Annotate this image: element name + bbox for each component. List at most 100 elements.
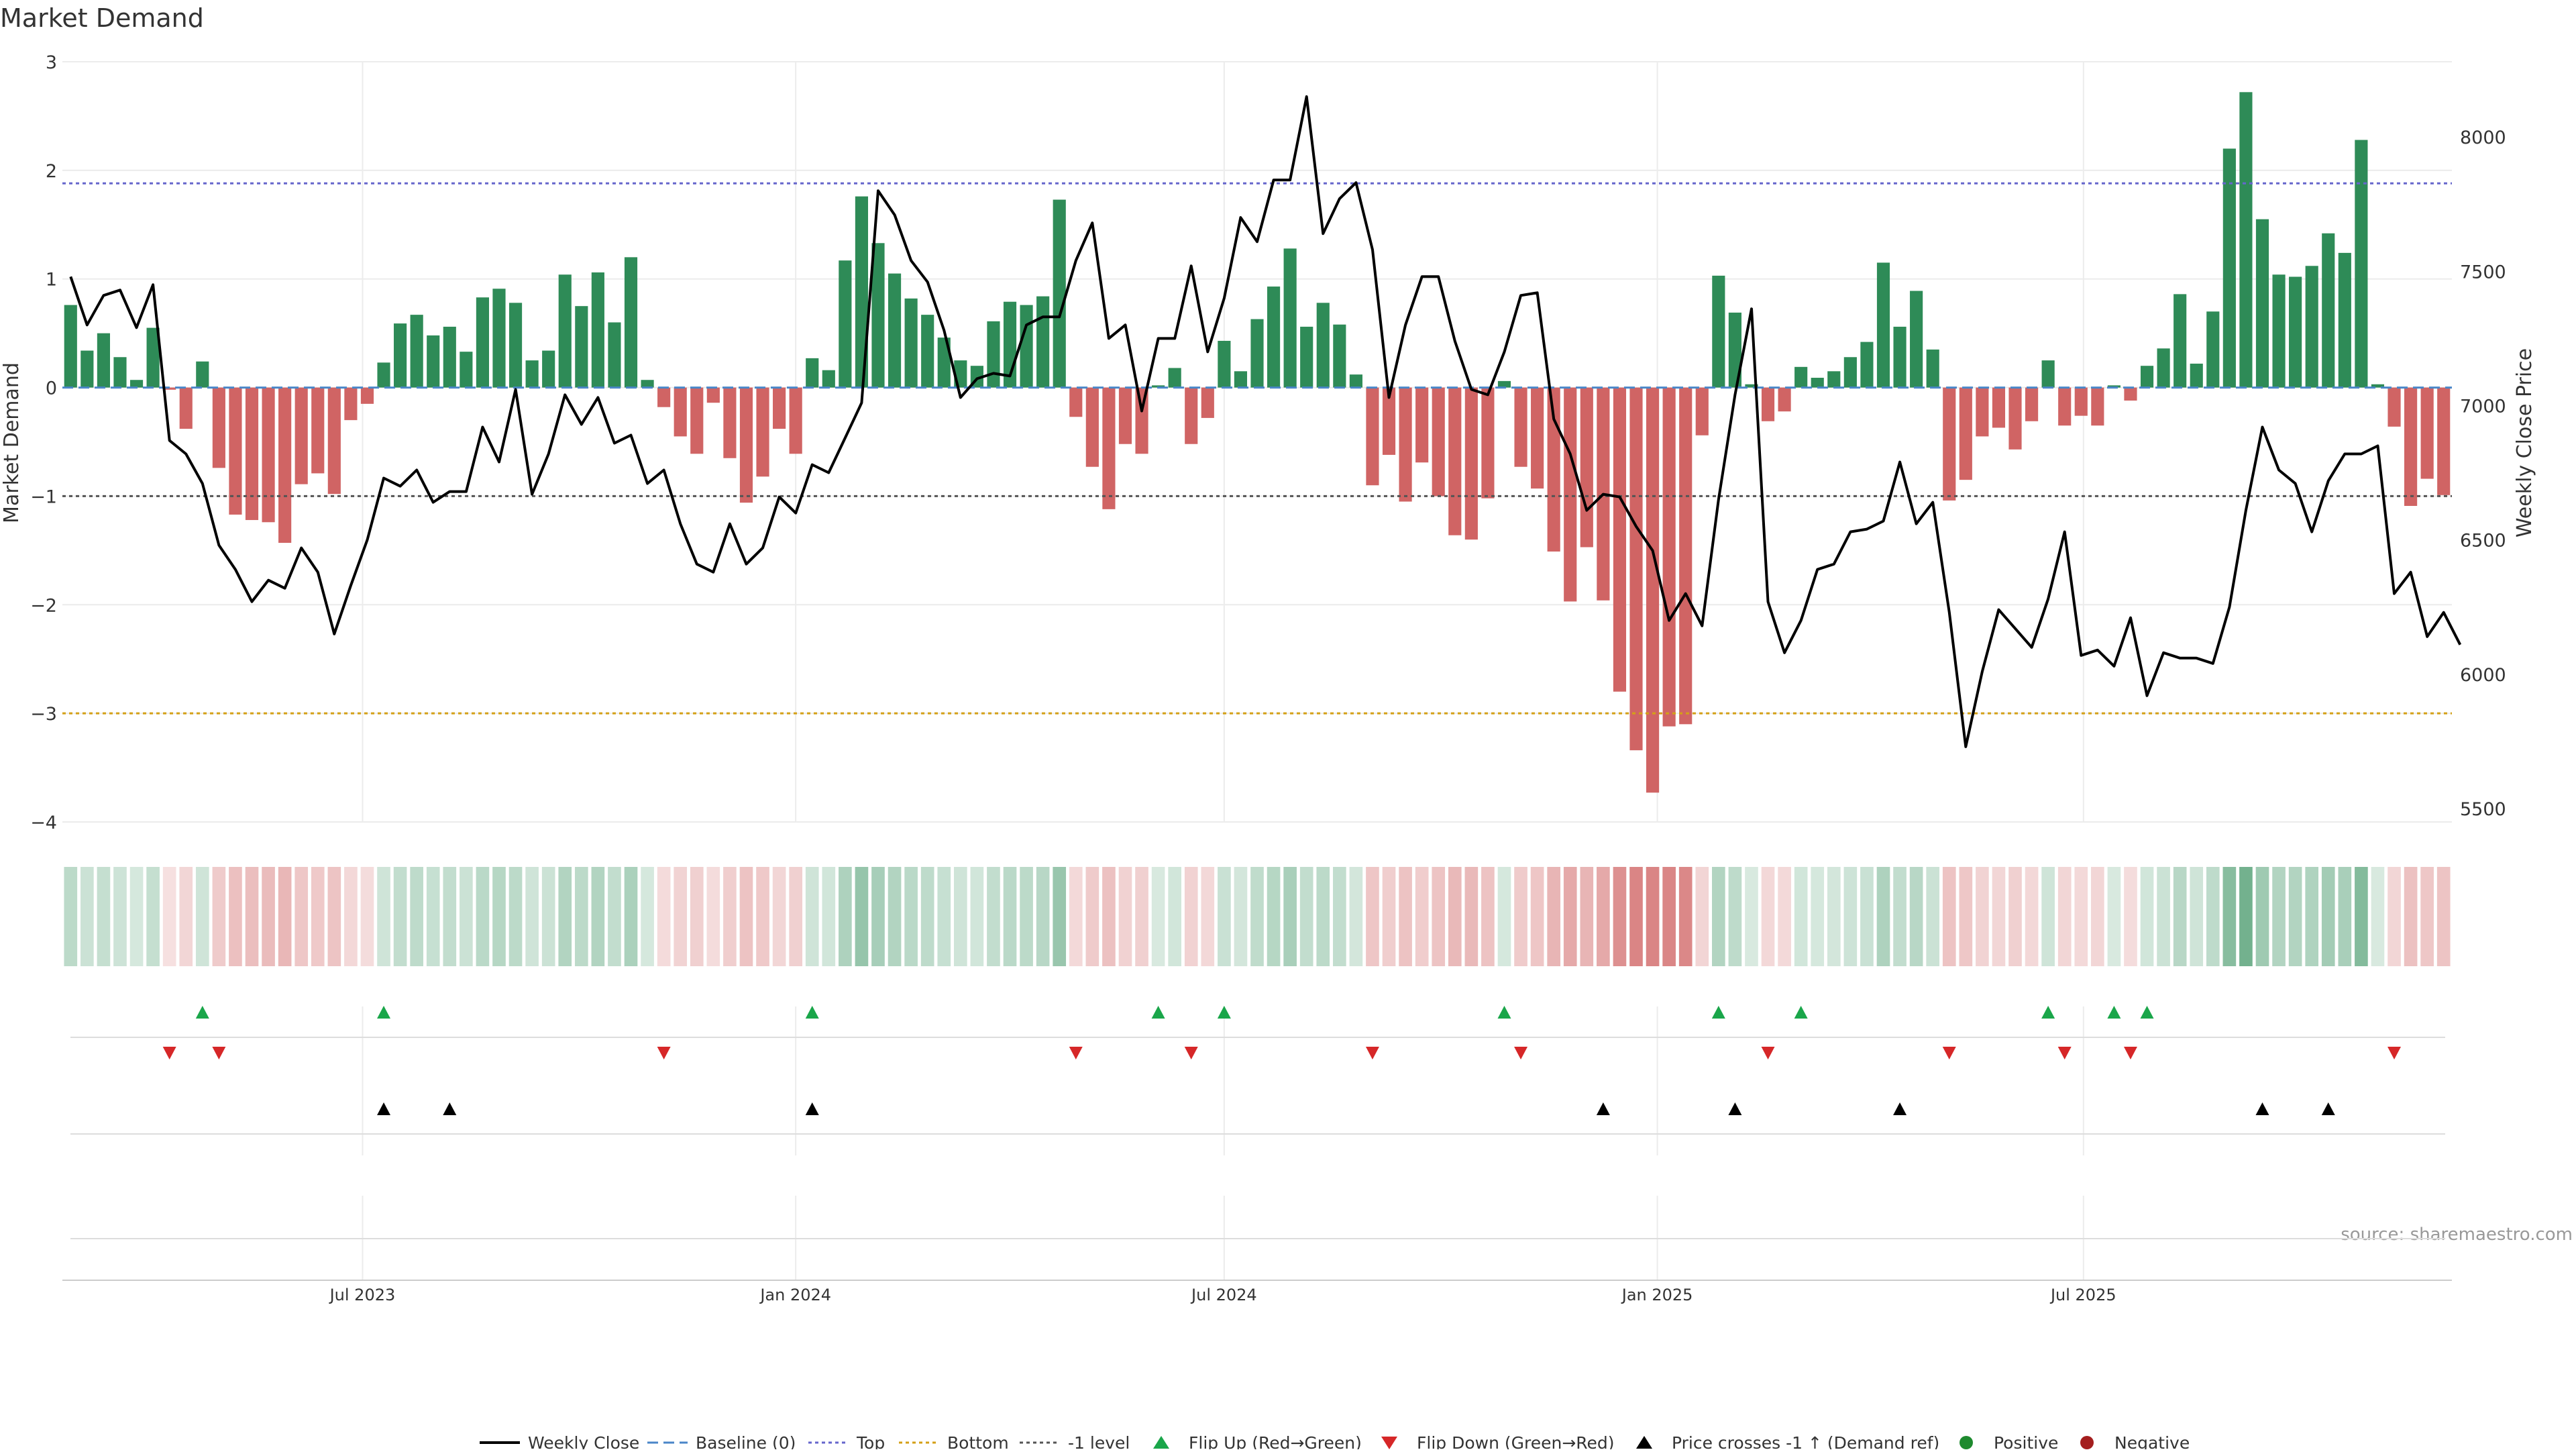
heat-strip-cell [525, 867, 539, 966]
heat-strip-cell [2173, 867, 2187, 966]
x-tick-label: Jul 2024 [1190, 1286, 1257, 1304]
chart-title: Market Demand [0, 3, 204, 33]
heat-strip-cell [1349, 867, 1363, 966]
demand-bar [657, 387, 671, 407]
price-cross-marker [1893, 1102, 1907, 1115]
demand-bar [1464, 387, 1478, 540]
heat-strip-cell [937, 867, 951, 966]
demand-bar [245, 387, 259, 521]
heat-strip-cell [839, 867, 852, 966]
demand-bar [1448, 387, 1462, 535]
x-tick-label: Jan 2025 [1621, 1286, 1693, 1304]
right-tick-label: 6500 [2460, 531, 2506, 552]
heat-strip-cell [1976, 867, 1989, 966]
heat-strip-cell [1712, 867, 1725, 966]
heat-strip-cell [1678, 867, 1693, 966]
demand-bar [377, 362, 390, 388]
demand-bar [1085, 387, 1099, 467]
demand-bar [2255, 219, 2269, 388]
heat-strip-cell [1151, 867, 1165, 966]
left-axis-label: Market Demand [0, 362, 23, 523]
source-label: source: sharemaestro.com [2341, 1225, 2573, 1245]
heat-strip-cell [920, 867, 934, 966]
demand-bar [1300, 326, 1313, 388]
demand-bar [558, 274, 572, 388]
heat-strip-cell [1481, 867, 1495, 966]
demand-bar [542, 350, 555, 388]
demand-bar [410, 315, 423, 388]
flip-down-marker [1514, 1047, 1528, 1059]
demand-bar [2371, 384, 2385, 388]
heat-strip-cell [2255, 867, 2269, 966]
demand-bar [1794, 366, 1808, 388]
demand-bar [1497, 380, 1511, 388]
demand-bar [278, 387, 292, 543]
demand-bar [2387, 387, 2401, 427]
demand-bar [2041, 360, 2055, 388]
demand-bar [1876, 262, 1890, 388]
demand-bar [2305, 266, 2318, 388]
heat-strip-cell [1003, 867, 1017, 966]
heat-strip-cell [2371, 867, 2385, 966]
demand-bar [344, 387, 358, 421]
heat-strip-cell [2272, 867, 2286, 966]
demand-bar [2420, 387, 2434, 479]
demand-bar [2289, 276, 2302, 388]
legend-top-label: Top [856, 1433, 885, 1449]
heat-strip-cell [360, 867, 374, 966]
heat-strip-cell [2091, 867, 2104, 966]
demand-bar [789, 387, 802, 454]
flip-down-marker [2387, 1047, 2402, 1059]
heat-strip-cell [1876, 867, 1890, 966]
demand-bar [624, 257, 638, 388]
demand-bar [113, 357, 127, 388]
demand-bar [360, 387, 374, 404]
demand-bar [229, 387, 242, 515]
demand-bar [1481, 387, 1495, 499]
demand-bar [443, 326, 456, 388]
legend-flip-up-label: Flip Up (Red→Green) [1189, 1433, 1362, 1449]
demand-bar [1399, 387, 1412, 502]
flip-up-marker [805, 1006, 819, 1019]
heat-strip-cell [476, 867, 490, 966]
price-cross-marker [1728, 1102, 1742, 1115]
demand-bar [1218, 340, 1231, 388]
heat-strip-cell [1053, 867, 1067, 966]
heat-strip-cell [888, 867, 902, 966]
heat-strip-cell [657, 867, 671, 966]
flip-up-marker [1794, 1006, 1808, 1019]
flip-up-marker [1151, 1006, 1165, 1019]
demand-bar [2025, 387, 2039, 421]
left-tick-label: −3 [30, 704, 57, 725]
heat-strip-cell [2206, 867, 2220, 966]
demand-bar [508, 303, 523, 388]
demand-bar [2239, 92, 2253, 388]
heat-strip-cell [608, 867, 621, 966]
demand-bar [1267, 287, 1281, 388]
demand-bar [756, 387, 769, 477]
left-tick-label: 2 [46, 161, 57, 182]
demand-bar [608, 322, 621, 388]
demand-bar [904, 298, 918, 388]
demand-bar [674, 387, 687, 437]
demand-bar [2058, 387, 2072, 426]
heat-strip-cell [1778, 867, 1791, 966]
heat-strip-cell [706, 867, 720, 966]
heat-strip-cell [146, 867, 160, 966]
demand-bar [163, 387, 176, 390]
heat-strip-cell [1102, 867, 1116, 966]
heat-strip-cell [2057, 867, 2072, 966]
heat-strip-cell [492, 867, 506, 966]
heat-strip-cell [2157, 867, 2170, 966]
demand-heat-strip [64, 867, 2451, 966]
demand-bar [1860, 342, 1874, 388]
demand-bar [1811, 378, 1824, 388]
heat-strip-cell [2436, 867, 2451, 966]
heat-strip-cell [1250, 867, 1264, 966]
heat-strip-cell [1267, 867, 1281, 966]
demand-bar [64, 305, 77, 388]
heat-strip-cell [2420, 867, 2434, 966]
heat-strip-cell [1366, 867, 1379, 966]
left-tick-label: −2 [30, 595, 57, 616]
